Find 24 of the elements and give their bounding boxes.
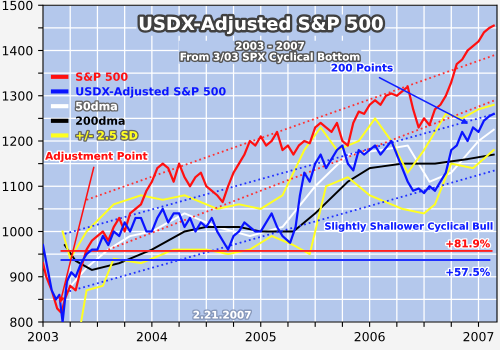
y-tick-label: 1400: [2, 46, 32, 56]
text: USDX-Adjusted S&P 500: [140, 16, 383, 34]
annotation: Adjustment Point: [45, 152, 148, 162]
x-tick-label: 2004: [136, 332, 168, 342]
y-tick-label: 1000: [2, 226, 32, 236]
x-tick-label: 2003: [28, 332, 58, 342]
x-tick-label: 2005: [246, 332, 276, 342]
legend-label: S&P 500: [76, 72, 128, 81]
text: 2003 - 2007 From 3/03 SPX Cyclical Bottom: [180, 42, 360, 63]
x-tick-label: 2007: [464, 332, 494, 342]
y-tick-label: 800: [10, 317, 32, 327]
x-tick-label: 2006: [354, 332, 385, 342]
y-tick-label: 900: [10, 272, 32, 282]
annotation: +81.9%: [446, 240, 490, 248]
legend-label: USDX-Adjusted S&P 500: [76, 86, 226, 98]
legend-label: 200dma: [76, 116, 125, 125]
y-tick-label: 1200: [2, 136, 32, 146]
y-tick-label: 1500: [2, 0, 32, 10]
y-tick-label: 1100: [2, 182, 32, 192]
annotation: Slightly Shallower Cyclical Bull: [325, 222, 492, 232]
y-tick-label: 1300: [2, 91, 32, 101]
legend-label: +/- 2.5 SD: [76, 131, 138, 140]
annotation: +57.5%: [446, 268, 490, 276]
annotation: 200 Points: [332, 64, 393, 72]
